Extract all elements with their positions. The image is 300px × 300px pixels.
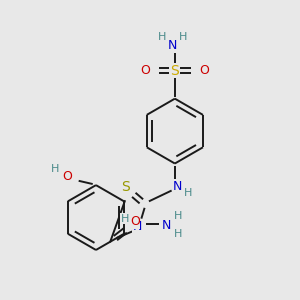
Text: H: H <box>184 188 192 198</box>
Text: O: O <box>130 215 140 228</box>
Text: H: H <box>51 164 59 174</box>
Text: O: O <box>141 64 151 77</box>
Text: N: N <box>161 219 171 232</box>
Text: S: S <box>121 180 130 194</box>
Text: H: H <box>121 214 129 224</box>
Text: O: O <box>62 170 72 183</box>
Text: H: H <box>179 32 188 42</box>
Text: H: H <box>158 32 166 42</box>
Text: O: O <box>199 64 209 77</box>
Text: N: N <box>172 180 182 193</box>
Text: N: N <box>168 39 177 52</box>
Text: H: H <box>174 212 182 221</box>
Text: S: S <box>170 64 179 78</box>
Text: N: N <box>132 220 142 233</box>
Text: H: H <box>174 229 182 239</box>
